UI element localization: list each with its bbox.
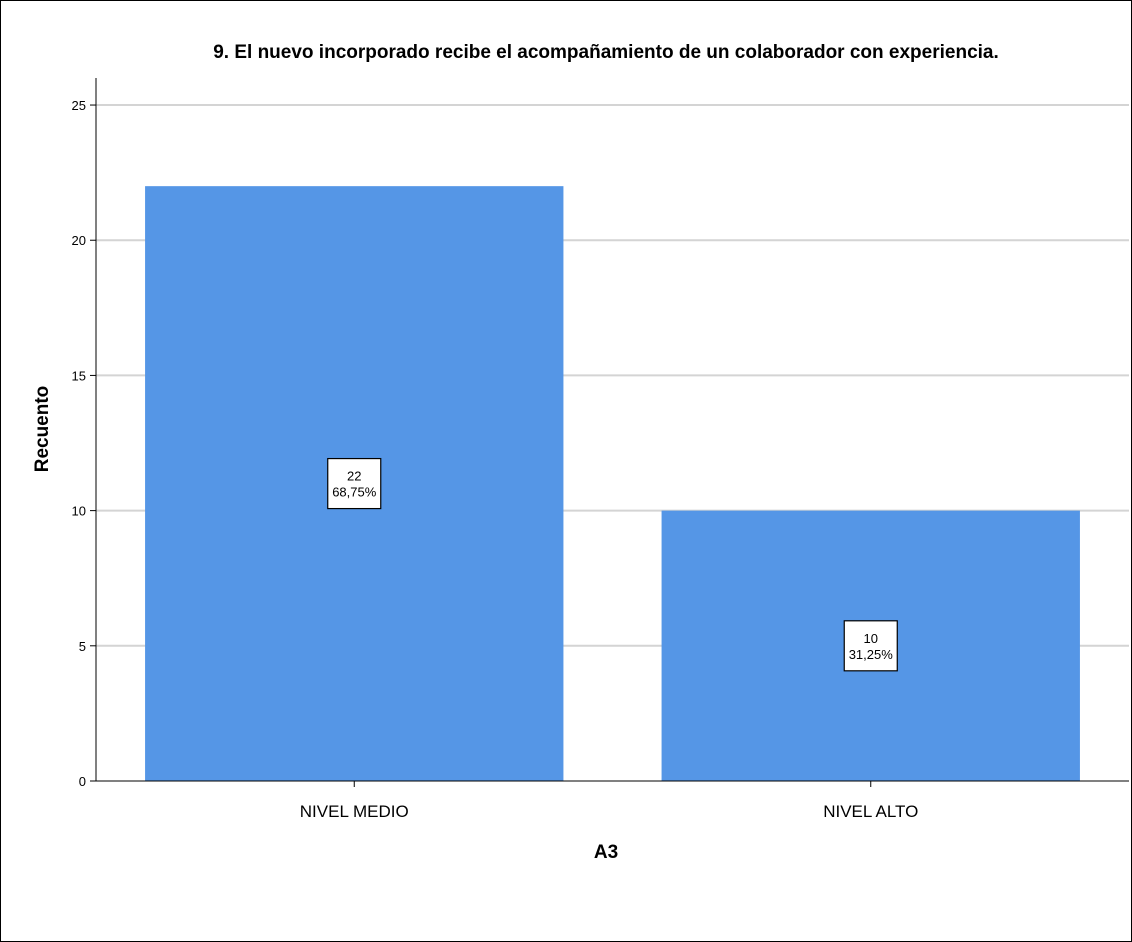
y-tick-label: 10	[72, 504, 86, 519]
y-ticks: 0 5 10 15 20 25	[72, 98, 96, 789]
x-axis-title: A3	[594, 842, 618, 863]
data-label-count: 22	[347, 469, 361, 484]
y-tick-label: 5	[79, 639, 86, 654]
data-label-count: 10	[864, 631, 878, 646]
data-label-percent: 68,75%	[332, 485, 377, 500]
chart-title: 9. El nuevo incorporado recibe el acompa…	[213, 42, 999, 63]
x-tick-label: NIVEL ALTO	[823, 802, 918, 821]
y-tick-label: 20	[72, 233, 86, 248]
y-tick-label: 25	[72, 98, 86, 113]
data-label-box	[843, 620, 898, 672]
y-axis-title: Recuento	[32, 386, 53, 473]
data-label-box	[327, 457, 382, 510]
x-tick-label: NIVEL MEDIO	[300, 802, 409, 821]
data-label-percent: 31,25%	[849, 647, 894, 662]
y-tick-label: 15	[72, 368, 86, 383]
y-tick-label: 0	[79, 774, 86, 789]
axes	[95, 78, 1129, 782]
bars	[145, 186, 1080, 782]
x-ticks: NIVEL MEDIO NIVEL ALTO	[300, 781, 918, 821]
